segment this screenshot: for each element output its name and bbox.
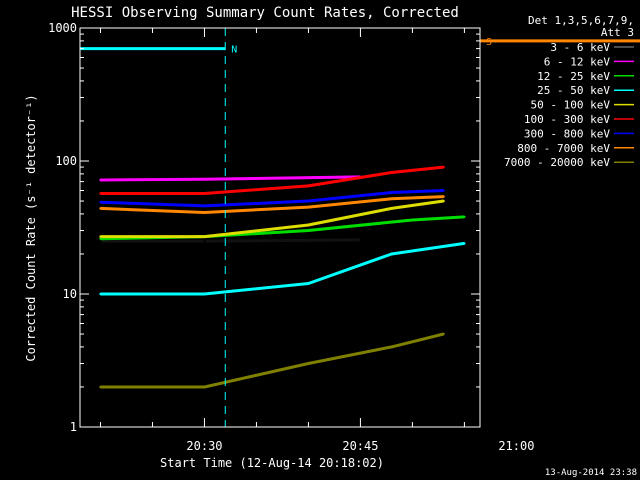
legend-label: 800 - 7000 keV — [517, 142, 610, 155]
series-point-6 — [307, 184, 310, 188]
marker-layer: NS — [80, 28, 640, 427]
series-point-5 — [203, 235, 206, 238]
series-point-7 — [307, 199, 310, 203]
series-line-1 — [100, 238, 361, 243]
series-point-6 — [99, 192, 102, 195]
legend-label: 25 - 50 keV — [537, 84, 610, 97]
x-tick-label: 21:00 — [498, 439, 534, 453]
series-point-7 — [390, 191, 393, 194]
y-tick-label: 1000 — [48, 21, 77, 35]
series-point-4 — [99, 292, 102, 296]
series-point-8 — [99, 207, 102, 210]
series-point-5 — [307, 223, 310, 227]
series-point-5 — [442, 199, 445, 203]
legend-label: 50 - 100 keV — [531, 99, 611, 112]
series-point-1 — [99, 239, 102, 243]
series-point-9 — [307, 362, 310, 365]
legend-label: 300 - 800 keV — [524, 127, 610, 140]
series-point-2 — [203, 178, 206, 181]
y-axis-label: Corrected Count Rate (s⁻¹ detector⁻¹) — [24, 94, 38, 361]
series-point-8 — [307, 205, 310, 209]
x-tick-label: 20:30 — [186, 439, 222, 453]
series-point-1 — [359, 238, 362, 242]
series-point-3 — [99, 237, 102, 240]
series-point-4 — [307, 282, 310, 285]
series-point-9 — [99, 385, 102, 389]
series-point-8 — [203, 211, 206, 214]
series-point-3 — [307, 229, 310, 232]
y-tick-label: 10 — [63, 287, 77, 301]
series-point-6 — [442, 165, 445, 169]
series-point-8 — [390, 197, 393, 200]
series-point-1 — [203, 239, 206, 243]
legend-header-line-2: Att 3 — [601, 26, 634, 39]
plot-frame — [79, 27, 481, 428]
series-point-7 — [99, 201, 102, 204]
series-point-6 — [203, 192, 206, 195]
series-point-4 — [463, 242, 466, 245]
series-point-3 — [411, 218, 414, 222]
legend-label: 12 - 25 keV — [537, 70, 610, 83]
legend-label: 7000 - 20000 keV — [504, 156, 610, 169]
chart-title: HESSI Observing Summary Count Rates, Cor… — [71, 5, 459, 21]
series-point-5 — [99, 235, 102, 238]
series-point-3 — [463, 215, 466, 219]
series-point-5 — [390, 207, 393, 210]
x-axis-label: Start Time (12-Aug-14 20:18:02) — [160, 456, 384, 470]
y-tick-label: 100 — [55, 154, 77, 168]
series-point-7 — [203, 204, 206, 208]
legend-label: 3 - 6 keV — [550, 41, 610, 54]
legend-header-line-1: Det 1,3,5,6,7,9, — [528, 14, 634, 27]
flag-label: S — [486, 37, 492, 48]
series-point-4 — [390, 252, 393, 256]
series-point-6 — [390, 171, 393, 174]
timestamp: 13-Aug-2014 23:38 — [545, 468, 637, 478]
series-point-9 — [390, 345, 393, 349]
series-point-9 — [203, 385, 206, 389]
series-point-4 — [203, 292, 206, 296]
x-tick-label: 20:45 — [342, 439, 378, 453]
legend-label: 6 - 12 keV — [544, 55, 611, 68]
flag-label: N — [231, 45, 237, 56]
legend-label: 100 - 300 keV — [524, 113, 610, 126]
series-point-7 — [442, 189, 445, 192]
data-layer — [99, 165, 466, 389]
series-point-2 — [99, 178, 102, 182]
series-point-8 — [442, 195, 445, 198]
series-point-9 — [442, 332, 445, 336]
y-tick-label: 1 — [70, 420, 77, 434]
